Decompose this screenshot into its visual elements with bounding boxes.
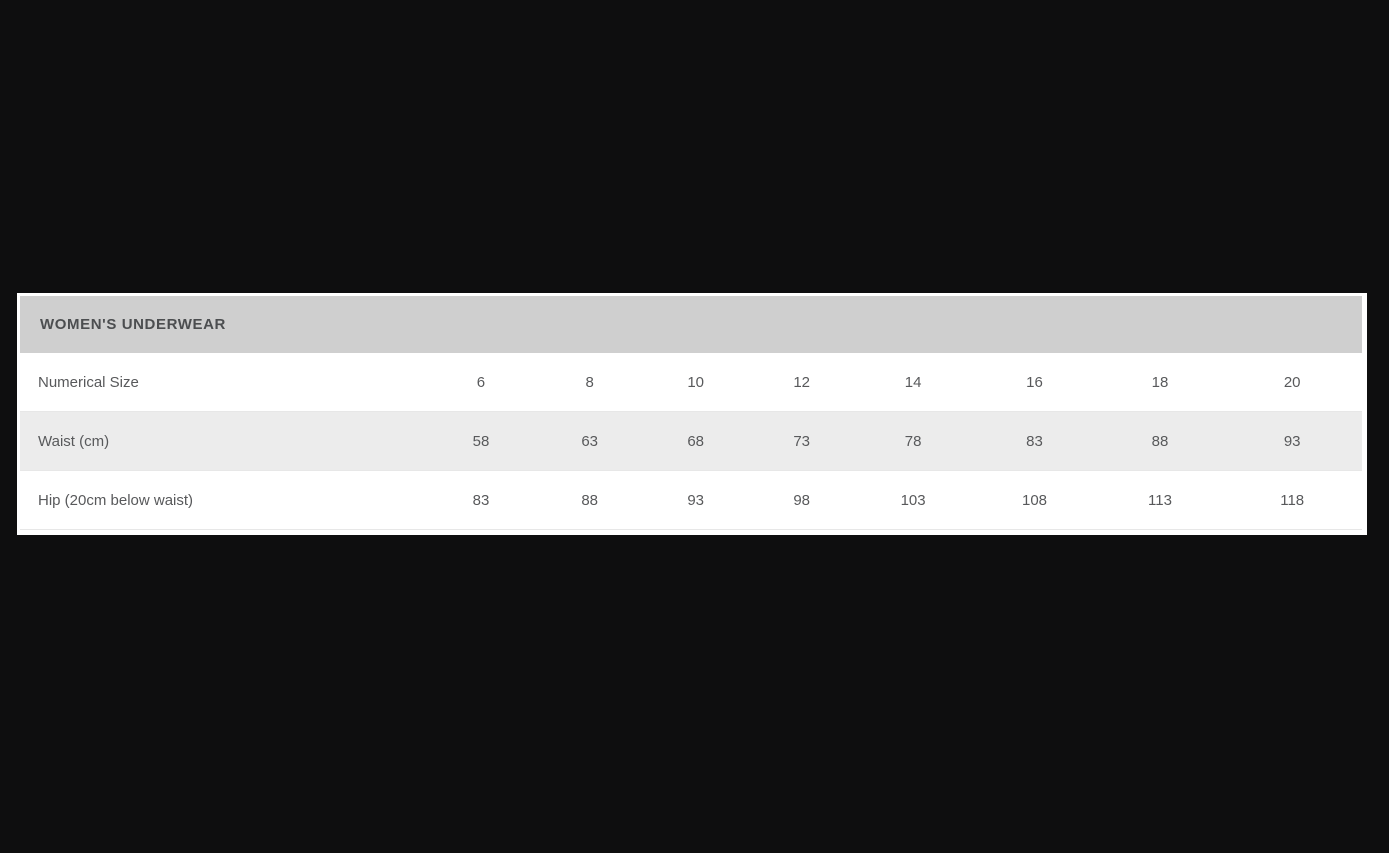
size-chart-header: WOMEN'S UNDERWEAR [20, 296, 1362, 353]
table-cell: 18 [1151, 373, 1169, 391]
table-cell: 16 [1026, 373, 1043, 391]
table-cell: 78 [904, 432, 922, 450]
table-cell: 6 [476, 373, 486, 391]
size-chart-panel: WOMEN'S UNDERWEAR Numerical Size 6 8 10 … [17, 293, 1367, 535]
table-row: Numerical Size 6 8 10 12 14 16 18 20 [20, 353, 1362, 412]
table-cell: 93 [1283, 432, 1301, 450]
table-cell: 10 [687, 373, 705, 391]
row-label: Hip (20cm below waist) [38, 491, 194, 509]
size-chart-table: Numerical Size 6 8 10 12 14 16 18 20 Wai… [20, 353, 1362, 530]
table-cell: 12 [793, 373, 811, 391]
table-cell: 108 [1022, 491, 1048, 509]
table-cell: 68 [687, 432, 705, 450]
table-cell: 58 [472, 432, 490, 450]
table-cell: 8 [585, 373, 594, 391]
table-cell: 14 [904, 373, 922, 391]
size-chart-title: WOMEN'S UNDERWEAR [40, 316, 226, 333]
row-label: Waist (cm) [38, 432, 110, 450]
table-cell: 113 [1148, 491, 1172, 509]
table-row: Hip (20cm below waist) 83 88 93 98 103 1… [20, 471, 1362, 530]
table-cell: 88 [581, 491, 598, 509]
table-cell: 88 [1151, 432, 1169, 450]
table-cell: 63 [581, 432, 598, 450]
table-cell: 103 [900, 491, 926, 509]
table-row: Waist (cm) 58 63 68 73 78 83 88 93 [20, 411, 1362, 471]
table-cell: 20 [1283, 373, 1301, 391]
table-cell: 98 [793, 491, 811, 509]
table-cell: 83 [1026, 432, 1043, 450]
table-cell: 118 [1280, 491, 1305, 509]
table-cell: 93 [687, 491, 705, 509]
table-cell: 73 [793, 432, 811, 450]
row-label: Numerical Size [38, 373, 139, 391]
table-cell: 83 [472, 491, 490, 509]
